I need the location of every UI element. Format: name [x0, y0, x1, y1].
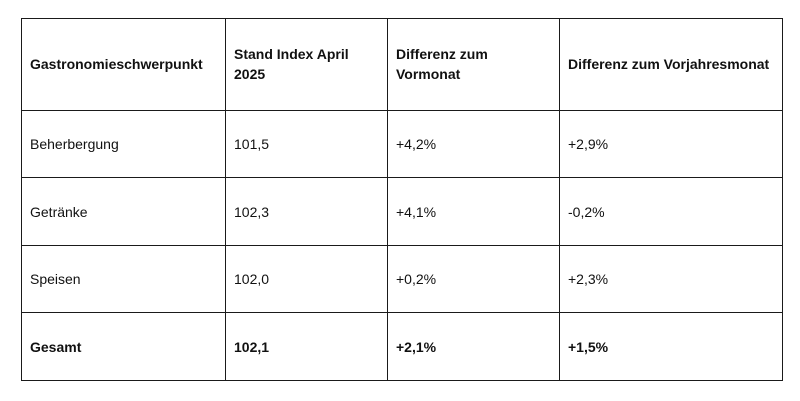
table-cell: +4,2%	[387, 109, 560, 179]
header-cell-diff-month: Differenz zum Vormonat	[387, 18, 560, 111]
table-cell: +2,9%	[559, 109, 783, 179]
total-cell: +2,1%	[387, 312, 560, 381]
table-cell: -0,2%	[559, 177, 783, 246]
header-cell-category: Gastronomieschwerpunkt	[21, 18, 226, 111]
table-cell: Getränke	[21, 177, 226, 246]
index-table: Gastronomieschwerpunkt Stand Index April…	[21, 18, 783, 381]
table-cell: 102,0	[225, 244, 388, 314]
header-cell-diff-year: Differenz zum Vorjahresmonat	[559, 18, 783, 111]
table-total-row: Gesamt 102,1 +2,1% +1,5%	[21, 312, 783, 381]
table-cell: 101,5	[225, 109, 388, 179]
table-cell: Speisen	[21, 244, 226, 314]
table-cell: 102,3	[225, 177, 388, 246]
total-cell: 102,1	[225, 312, 388, 381]
total-cell: +1,5%	[559, 312, 783, 381]
table-row: Beherbergung 101,5 +4,2% +2,9%	[21, 109, 783, 179]
table-row: Getränke 102,3 +4,1% -0,2%	[21, 177, 783, 246]
header-cell-index: Stand Index April 2025	[225, 18, 388, 111]
table-cell: Beherbergung	[21, 109, 226, 179]
table-cell: +2,3%	[559, 244, 783, 314]
total-cell: Gesamt	[21, 312, 226, 381]
table-header-row: Gastronomieschwerpunkt Stand Index April…	[21, 18, 783, 111]
table-cell: +0,2%	[387, 244, 560, 314]
table-cell: +4,1%	[387, 177, 560, 246]
table-row: Speisen 102,0 +0,2% +2,3%	[21, 244, 783, 314]
